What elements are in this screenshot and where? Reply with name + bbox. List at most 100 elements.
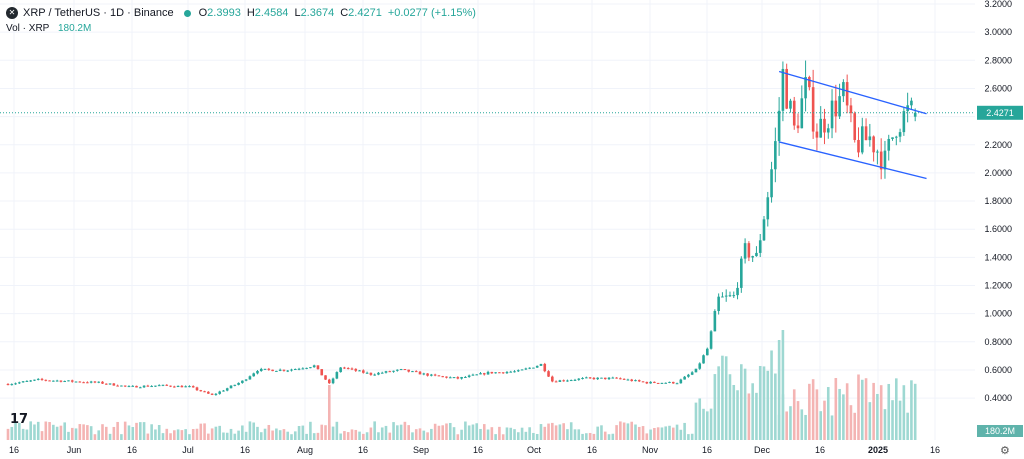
volume-bar: [838, 388, 841, 440]
price-axis[interactable]: 3.20003.00002.80002.60002.40002.20002.00…: [977, 0, 1023, 437]
time-axis[interactable]: 16 Jun 16 Jul 16 Aug 16 Sep 16 Oct 16 Nov 16 Dec 16 202…: [9, 445, 940, 455]
candle-body: [335, 372, 339, 379]
candle-body: [422, 373, 426, 375]
volume-bar: [297, 426, 301, 440]
volume-bar: [747, 393, 751, 440]
volume-bar: [569, 422, 573, 440]
volume-bar: [585, 433, 588, 440]
candle-body: [464, 376, 467, 378]
volume-bar: [93, 434, 97, 440]
time-tick-label: 16: [702, 445, 712, 455]
tradingview-logo-icon[interactable]: 17: [10, 412, 29, 427]
volume-bar: [445, 423, 448, 440]
candle-body: [490, 371, 494, 374]
volume-bar: [543, 426, 547, 440]
candle-body: [887, 138, 891, 151]
price-tick-label: 3.2000: [984, 0, 1012, 9]
volume-bar: [165, 428, 169, 440]
volume-bar: [619, 421, 622, 440]
volume-bar: [460, 429, 463, 440]
price-tick-label: 2.6000: [984, 83, 1012, 93]
volume-bar: [116, 421, 119, 440]
volume-bar: [21, 428, 25, 440]
volume-bar: [142, 422, 146, 440]
volume-bar: [732, 384, 736, 440]
candle-body: [721, 296, 724, 298]
candle-body: [403, 369, 407, 371]
settings-gear-icon[interactable]: ⚙: [1000, 445, 1010, 457]
volume-bar: [312, 433, 316, 440]
candle-body: [282, 369, 286, 371]
volume-bar: [683, 422, 686, 440]
volume-bar: [180, 430, 184, 440]
volume-bar: [448, 422, 452, 440]
high-value: H2.4584: [246, 7, 289, 19]
candle-body: [218, 391, 221, 394]
symbol-title[interactable]: XRP / TetherUS · 1D · Binance: [23, 7, 174, 19]
volume-bar: [849, 405, 853, 440]
candle-body: [74, 381, 78, 383]
volume-bar: [127, 425, 131, 440]
candle-body: [18, 382, 21, 384]
candle-body: [312, 365, 316, 368]
volume-bar: [14, 422, 17, 440]
candle-body: [33, 379, 36, 381]
candle-body: [879, 151, 883, 170]
volume-bar: [244, 431, 248, 440]
volume-bar: [358, 431, 361, 440]
candle-body: [78, 381, 82, 383]
volume-bar: [305, 433, 308, 440]
candle-body: [774, 141, 777, 170]
candle-body: [248, 376, 252, 380]
time-tick-label: Aug: [297, 445, 313, 455]
candle-body: [486, 371, 490, 375]
candle-body: [460, 377, 463, 379]
volume-bar: [675, 424, 679, 440]
candle-body: [808, 77, 811, 88]
candle-body: [214, 393, 218, 395]
candle-body: [554, 381, 558, 383]
volume-bar: [267, 424, 271, 440]
candle-body: [199, 390, 203, 392]
volume-bar: [339, 433, 342, 440]
candle-body: [513, 371, 516, 373]
candle-body: [135, 385, 138, 388]
candle-body: [350, 368, 354, 370]
volume-bar: [316, 432, 320, 440]
candle-body: [611, 377, 615, 379]
candle-body: [653, 381, 656, 383]
volume-bar: [860, 379, 864, 440]
candle-body: [275, 370, 278, 372]
volume-label[interactable]: Vol · XRP: [6, 23, 50, 34]
price-tick-label: 0.4000: [984, 393, 1012, 403]
volume-bar: [157, 425, 161, 440]
volume-bar: [97, 430, 101, 440]
candle-body: [736, 287, 739, 296]
channel-lines[interactable]: [778, 70, 927, 180]
volume-bar: [728, 374, 732, 440]
volume-bar: [120, 434, 123, 440]
candle-body: [543, 363, 547, 372]
volume-bar: [6, 428, 10, 440]
candle-body: [191, 386, 195, 388]
candle-body: [675, 383, 679, 385]
candle-body: [6, 384, 10, 386]
candle-body: [452, 377, 456, 379]
candle-body: [48, 380, 51, 382]
volume-bar: [724, 356, 728, 440]
candle-body: [728, 295, 732, 297]
candle-body: [517, 370, 520, 372]
volume-bar: [895, 378, 898, 440]
candle-body: [823, 118, 826, 133]
volume-value: 180.2M: [57, 23, 92, 34]
volume-bar: [913, 383, 917, 440]
candle-body: [188, 386, 191, 388]
candle-body: [180, 385, 184, 388]
candle-body: [154, 385, 157, 387]
candle-body: [860, 126, 864, 153]
volume-bar: [505, 427, 509, 440]
symbol-header: ✕ XRP / TetherUS · 1D · Binance O2.3993 …: [6, 5, 476, 21]
candle-body: [362, 370, 365, 373]
candle-body: [184, 386, 187, 388]
